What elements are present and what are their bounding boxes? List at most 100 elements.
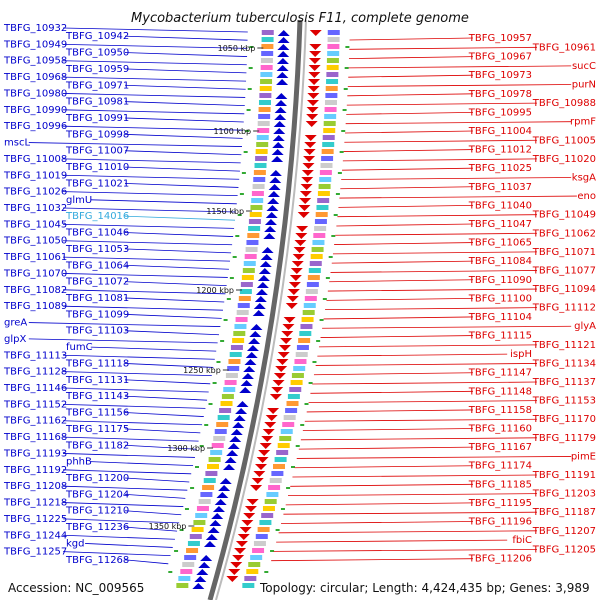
left-gene-label[interactable]: TBFG_11236 — [65, 522, 129, 533]
right-gene-label[interactable]: TBFG_11040 — [468, 200, 532, 211]
right-gene-label[interactable]: TBFG_11158 — [468, 405, 532, 416]
right-gene-label[interactable]: rpmF — [570, 117, 596, 128]
right-gene-label[interactable]: ksgA — [572, 172, 596, 183]
right-gene-label[interactable]: TBFG_11012 — [468, 145, 532, 156]
right-gene-label[interactable]: TBFG_10973 — [468, 70, 532, 81]
right-gene-label[interactable]: purN — [572, 79, 596, 90]
right-gene-label[interactable]: TBFG_11065 — [468, 238, 532, 249]
right-gene-label[interactable]: TBFG_10978 — [468, 89, 532, 100]
left-gene-label[interactable]: TBFG_10980 — [3, 88, 67, 99]
right-gene-label[interactable]: ispH — [510, 349, 532, 360]
right-gene-label[interactable]: TBFG_11104 — [468, 312, 532, 323]
left-gene-label[interactable]: TBFG_10990 — [3, 105, 67, 116]
right-gene-label[interactable]: sucC — [572, 61, 596, 72]
left-gene-label[interactable]: phhB — [66, 457, 92, 468]
right-gene-label[interactable]: TBFG_11137 — [532, 377, 596, 388]
left-gene-label[interactable]: TBFG_10971 — [65, 80, 129, 91]
left-gene-label[interactable]: TBFG_11225 — [3, 514, 67, 525]
left-gene-label[interactable]: glpX — [4, 334, 26, 345]
left-gene-label[interactable]: TBFG_11053 — [65, 244, 129, 255]
left-gene-label[interactable]: TBFG_11070 — [3, 268, 67, 279]
right-gene-label[interactable]: TBFG_11191 — [532, 470, 596, 481]
right-gene-label[interactable]: eno — [577, 191, 596, 202]
right-gene-label[interactable]: TBFG_11196 — [468, 517, 532, 528]
right-gene-label[interactable]: TBFG_11195 — [468, 498, 532, 509]
left-gene-label[interactable]: TBFG_10942 — [65, 31, 129, 42]
left-gene-label[interactable]: TBFG_11156 — [65, 408, 129, 419]
left-gene-label[interactable]: mscL — [4, 138, 30, 149]
right-gene-label[interactable]: TBFG_11094 — [532, 284, 596, 295]
right-gene-label[interactable]: TBFG_10988 — [532, 98, 596, 109]
right-gene-label[interactable]: TBFG_11170 — [532, 414, 596, 425]
left-gene-label[interactable]: TBFG_11162 — [3, 416, 67, 427]
left-gene-label[interactable]: TBFG_11050 — [3, 236, 67, 247]
left-gene-label[interactable]: TBFG_10949 — [3, 39, 67, 50]
right-gene-label[interactable]: TBFG_11153 — [532, 396, 596, 407]
left-gene-label[interactable]: kgd — [66, 538, 85, 549]
left-gene-label[interactable]: TBFG_11168 — [3, 432, 67, 443]
right-gene-label[interactable]: TBFG_11100 — [468, 293, 532, 304]
left-gene-label[interactable]: TBFG_11021 — [65, 178, 129, 189]
right-gene-label[interactable]: TBFG_11174 — [468, 461, 532, 472]
left-gene-label[interactable]: TBFG_11193 — [3, 448, 67, 459]
left-gene-label[interactable]: TBFG_11064 — [65, 260, 129, 271]
left-gene-label[interactable]: TBFG_11244 — [3, 530, 67, 541]
left-gene-label[interactable]: TBFG_11045 — [3, 219, 67, 230]
left-gene-label[interactable]: TBFG_11007 — [65, 146, 129, 157]
left-gene-label[interactable]: TBFG_11089 — [3, 301, 67, 312]
right-gene-label[interactable]: TBFG_11047 — [468, 219, 532, 230]
left-gene-label[interactable]: TBFG_11082 — [3, 285, 67, 296]
right-gene-label[interactable]: TBFG_11147 — [468, 368, 532, 379]
left-gene-label[interactable]: greA — [4, 318, 27, 329]
right-gene-label[interactable]: glyA — [574, 321, 596, 332]
left-gene-label[interactable]: TBFG_10959 — [65, 64, 129, 75]
right-gene-label[interactable]: TBFG_11112 — [532, 303, 596, 314]
left-gene-label[interactable]: glmU — [66, 195, 92, 206]
left-gene-label[interactable]: TBFG_11046 — [65, 228, 129, 239]
left-gene-label[interactable]: TBFG_11200 — [65, 473, 129, 484]
left-gene-label[interactable]: TBFG_10958 — [3, 56, 67, 67]
left-gene-label[interactable]: TBFG_11210 — [65, 506, 129, 517]
left-gene-label[interactable]: TBFG_11175 — [65, 424, 129, 435]
right-gene-label[interactable]: TBFG_11203 — [532, 489, 596, 500]
right-gene-label[interactable]: TBFG_11148 — [468, 386, 532, 397]
right-gene-label[interactable]: TBFG_11020 — [532, 154, 596, 165]
left-gene-label[interactable]: TBFG_11010 — [65, 162, 129, 173]
left-gene-label[interactable]: TBFG_11026 — [3, 187, 67, 198]
left-gene-label[interactable]: TBFG_11032 — [3, 203, 67, 214]
left-gene-label[interactable]: TBFG_10932 — [3, 23, 67, 34]
left-gene-label[interactable]: TBFG_11192 — [3, 465, 67, 476]
right-gene-label[interactable]: fbiC — [512, 535, 532, 546]
right-gene-label[interactable]: TBFG_11207 — [532, 526, 596, 537]
right-gene-label[interactable]: TBFG_11090 — [468, 275, 532, 286]
right-gene-label[interactable]: TBFG_11121 — [532, 340, 596, 351]
left-gene-label[interactable]: TBFG_11061 — [3, 252, 67, 263]
left-gene-label[interactable]: TBFG_10981 — [65, 97, 129, 108]
right-gene-label[interactable]: TBFG_10957 — [468, 33, 532, 44]
left-gene-label[interactable]: TBFG_14016 — [65, 211, 129, 222]
left-gene-label[interactable]: TBFG_11182 — [65, 440, 129, 451]
left-gene-label[interactable]: TBFG_11152 — [3, 399, 67, 410]
right-gene-label[interactable]: TBFG_11206 — [468, 554, 532, 565]
left-gene-label[interactable]: TBFG_11113 — [3, 350, 67, 361]
left-gene-label[interactable]: TBFG_11204 — [65, 489, 129, 500]
left-gene-label[interactable]: TBFG_11131 — [65, 375, 129, 386]
right-gene-label[interactable]: TBFG_11205 — [532, 544, 596, 555]
right-gene-label[interactable]: TBFG_11115 — [468, 331, 532, 342]
left-gene-label[interactable]: TBFG_10950 — [65, 48, 129, 59]
left-gene-label[interactable]: TBFG_11218 — [3, 498, 67, 509]
right-gene-label[interactable]: TBFG_11062 — [532, 228, 596, 239]
left-gene-label[interactable]: fumC — [66, 342, 93, 353]
right-gene-label[interactable]: TBFG_11037 — [468, 182, 532, 193]
left-gene-label[interactable]: TBFG_11099 — [65, 309, 129, 320]
left-gene-label[interactable]: TBFG_11128 — [3, 367, 67, 378]
right-gene-label[interactable]: TBFG_11160 — [468, 424, 532, 435]
left-gene-label[interactable]: TBFG_10998 — [65, 129, 129, 140]
left-gene-label[interactable]: TBFG_11081 — [65, 293, 129, 304]
right-gene-label[interactable]: TBFG_10995 — [468, 107, 532, 118]
left-gene-label[interactable]: TBFG_11103 — [65, 326, 129, 337]
left-gene-label[interactable]: TBFG_11146 — [3, 383, 67, 394]
right-gene-label[interactable]: TBFG_11004 — [468, 126, 532, 137]
right-gene-label[interactable]: TBFG_11134 — [532, 358, 596, 369]
right-gene-label[interactable]: TBFG_11071 — [532, 247, 596, 258]
